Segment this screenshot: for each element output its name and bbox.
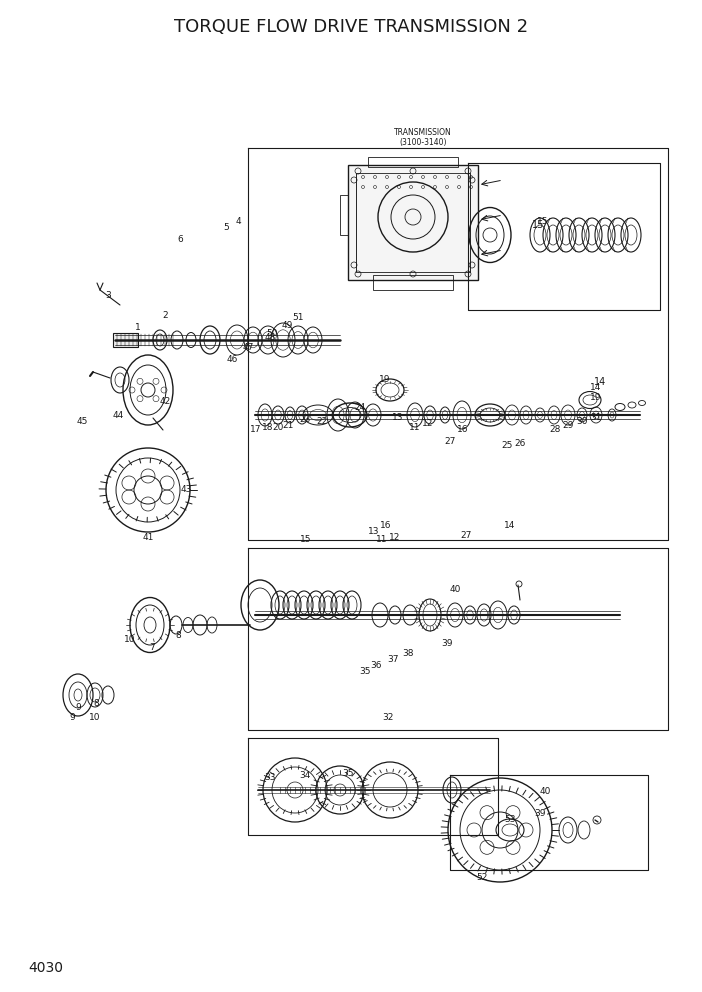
Text: TRANSMISSION
(3100-3140): TRANSMISSION (3100-3140) [394,128,452,147]
Text: 15: 15 [537,217,549,226]
Text: 35: 35 [343,769,354,778]
Text: 14: 14 [504,521,516,530]
Text: 29: 29 [562,422,574,431]
Text: 14: 14 [590,384,602,393]
Text: 28: 28 [549,426,561,434]
Text: 31: 31 [590,414,602,423]
Bar [373,275,453,290]
Text: 23: 23 [299,416,311,425]
Text: 18: 18 [263,423,274,432]
Text: 33: 33 [264,774,276,783]
Text: 16: 16 [457,426,469,434]
Bar [368,157,458,167]
Text: 15: 15 [532,220,544,230]
Text: 9: 9 [69,713,75,722]
Text: 9: 9 [75,703,81,712]
Text: 42: 42 [159,398,171,407]
Bar [348,165,478,280]
Text: 20: 20 [272,423,284,432]
Bar [356,173,470,272]
Text: 37: 37 [388,656,399,665]
Text: 46: 46 [226,355,238,364]
Bar [340,195,348,235]
Text: 39: 39 [442,639,453,648]
Text: TORQUE FLOW DRIVE TRANSMISSION 2: TORQUE FLOW DRIVE TRANSMISSION 2 [174,18,528,36]
Text: 7: 7 [149,644,155,653]
Text: 43: 43 [180,485,192,494]
Text: 53: 53 [504,815,516,824]
Text: 24: 24 [355,404,366,413]
Text: 1: 1 [135,322,141,331]
Text: 11: 11 [376,536,388,545]
Text: 10: 10 [89,713,101,722]
Text: 19: 19 [590,394,602,403]
Text: 50: 50 [266,328,278,337]
Text: 11: 11 [409,424,420,433]
Text: 34: 34 [299,771,311,780]
Text: 14: 14 [594,377,606,387]
Text: 4: 4 [235,217,241,226]
Text: 32: 32 [383,713,394,722]
Text: 16: 16 [380,521,392,530]
Text: 51: 51 [292,313,304,322]
Text: 19: 19 [379,376,391,385]
Text: 13: 13 [369,528,380,537]
Text: 21: 21 [282,422,293,431]
Text: 40: 40 [449,585,461,594]
Text: 12: 12 [390,533,401,542]
Text: 6: 6 [177,235,183,244]
Text: 49: 49 [282,321,293,330]
Text: 48: 48 [265,333,276,342]
Text: 25: 25 [501,440,512,449]
Text: 36: 36 [370,661,382,670]
Text: 2: 2 [162,310,168,319]
Text: 8: 8 [175,631,181,640]
Text: 15: 15 [300,536,312,545]
Text: 22: 22 [317,418,328,427]
Text: 47: 47 [242,343,253,352]
Text: 41: 41 [143,534,154,543]
Text: 35: 35 [359,668,371,677]
Text: 13: 13 [392,414,404,423]
Bar [113,333,138,347]
Text: 45: 45 [77,418,88,427]
Text: 52: 52 [477,874,488,883]
Text: 8: 8 [93,698,99,707]
Text: 30: 30 [576,418,588,427]
Text: 38: 38 [402,650,413,659]
Text: 4030: 4030 [28,961,63,975]
Text: 5: 5 [223,223,229,232]
Text: 44: 44 [112,411,124,420]
Text: 26: 26 [515,438,526,447]
Text: 12: 12 [423,419,434,428]
Text: 10: 10 [124,636,135,645]
Text: 27: 27 [461,531,472,540]
Text: 39: 39 [534,809,545,818]
Text: 3: 3 [105,291,111,300]
Text: 17: 17 [250,426,262,434]
Text: 27: 27 [444,437,456,446]
Text: 40: 40 [539,788,550,797]
